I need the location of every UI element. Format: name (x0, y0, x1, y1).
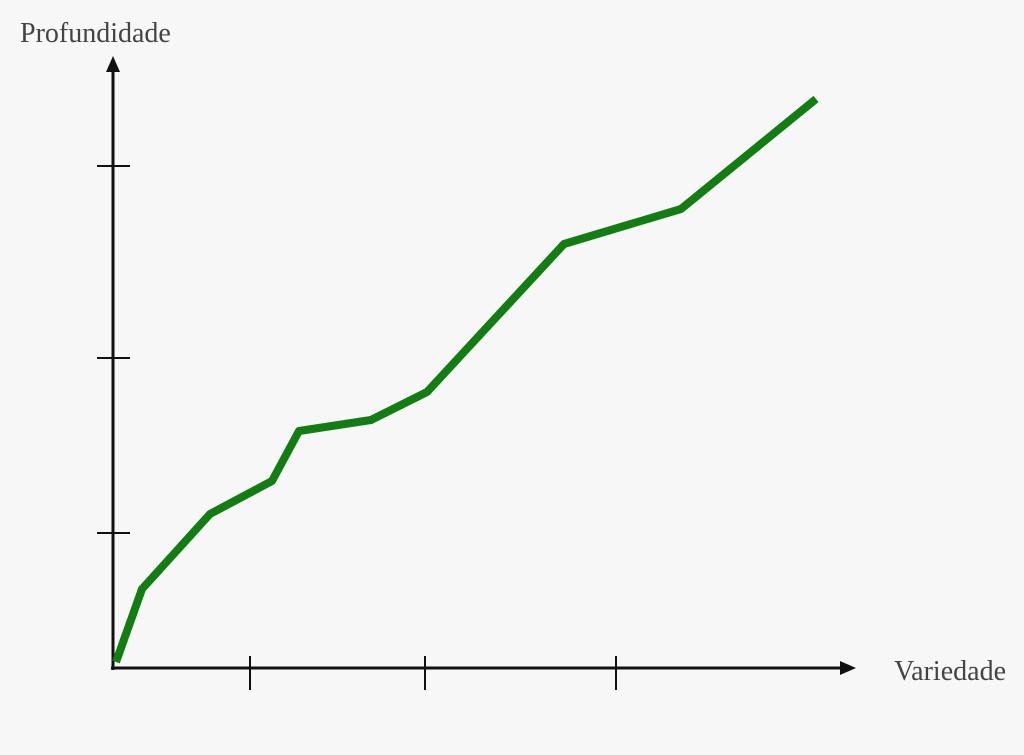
x-axis-label: Variedade (894, 656, 1006, 687)
y-axis-label: Profundidade (20, 18, 171, 49)
y-axis-arrow (106, 56, 120, 72)
x-axis-arrow (840, 661, 856, 675)
data-line (112, 95, 819, 664)
